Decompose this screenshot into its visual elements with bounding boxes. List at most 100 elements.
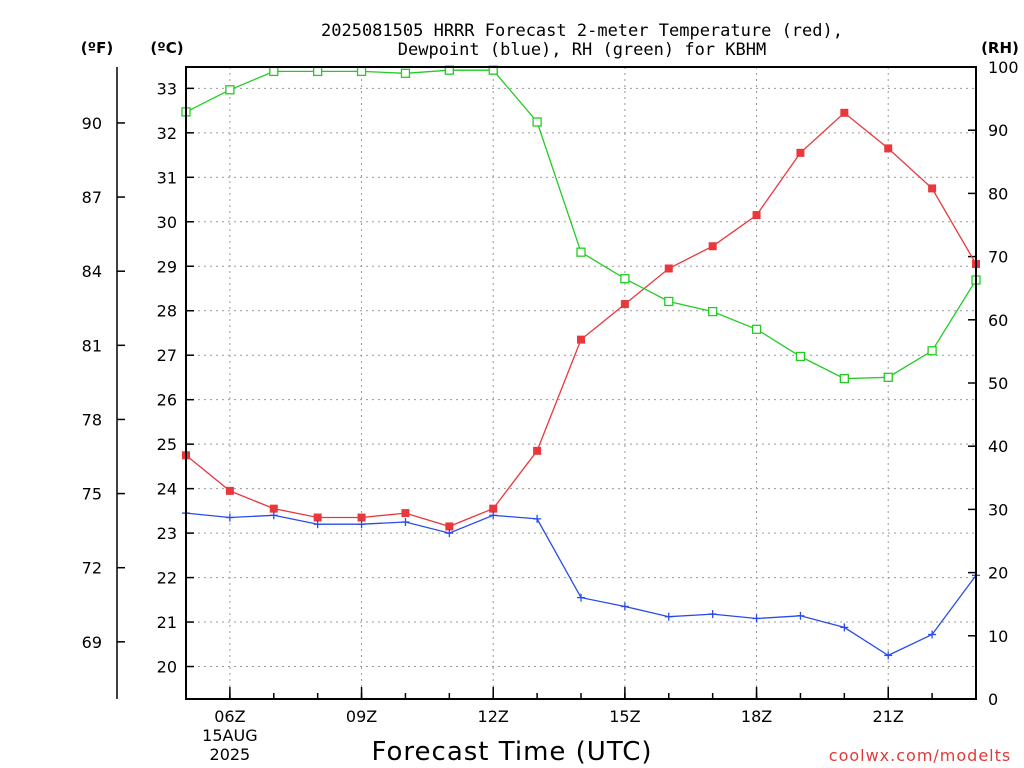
plot-frame (185, 66, 977, 700)
x-axis-title: Forecast Time (UTC) (371, 737, 652, 767)
fahrenheit-axis: 69 72 75 78 81 84 87 90 (82, 67, 125, 699)
rh-point (708, 306, 718, 317)
rh-tick-label: 100 (988, 58, 1019, 77)
dewpoint-point (620, 602, 629, 611)
x-tick-label: 06Z (214, 707, 245, 726)
rh-unit-label: (RH) (981, 39, 1019, 57)
rh-point (927, 346, 937, 356)
fahrenheit-tick-label: 81 (82, 336, 102, 355)
fahrenheit-tick-label: 75 (82, 485, 102, 504)
rh-point (400, 68, 411, 78)
celsius-tick-label: 26 (157, 391, 177, 410)
dewpoint-point (577, 593, 585, 602)
dewpoint-point (313, 520, 322, 529)
temperature-point (445, 522, 454, 531)
temperature-point (708, 242, 717, 251)
celsius-tick-label: 20 (157, 658, 177, 677)
rh-tick-label: 80 (988, 184, 1008, 203)
x-tick-label: 12Z (478, 707, 509, 726)
temperature-point (577, 335, 585, 344)
dewpoint-point (884, 651, 893, 660)
fahrenheit-tick-label: 87 (82, 188, 102, 207)
rh-point (620, 274, 630, 284)
celsius-tick-label: 31 (157, 168, 177, 187)
celsius-tick-label: 25 (157, 435, 177, 454)
temperature-point (884, 144, 893, 153)
dewpoint-point (928, 630, 937, 639)
fahrenheit-tick-label: 84 (82, 262, 102, 281)
celsius-tick-label: 32 (157, 124, 177, 143)
rh-point (532, 117, 542, 127)
dewpoint-line (185, 512, 977, 657)
temperature-point (357, 513, 366, 522)
dewpoint-point (489, 511, 498, 520)
celsius-tick-label: 33 (157, 79, 177, 98)
rh-point (225, 85, 235, 95)
rh-tick-label: 90 (988, 121, 1008, 140)
rh-point (839, 373, 849, 384)
temperature-point (664, 264, 673, 273)
fahrenheit-unit-label: (ºF) (81, 39, 113, 57)
celsius-tick-label: 28 (157, 302, 177, 321)
dewpoint-point (533, 514, 542, 523)
celsius-unit-label: (ºC) (150, 39, 183, 57)
celsius-tick-label: 22 (157, 569, 177, 588)
rh-point (664, 296, 674, 307)
temperature-point (313, 513, 322, 522)
temperature-point (928, 184, 937, 193)
celsius-tick-label: 27 (157, 346, 177, 365)
temperature-point (840, 108, 849, 117)
x-tick-label: 18Z (741, 707, 772, 726)
fahrenheit-tick-label: 69 (82, 633, 102, 652)
celsius-tick-label: 30 (157, 213, 177, 232)
dewpoint-point (225, 513, 234, 522)
dewpoint-point (840, 623, 849, 632)
temperature-line (185, 111, 977, 528)
x-tick-year: 2025 (210, 745, 251, 764)
x-tick-label: 21Z (873, 707, 904, 726)
fahrenheit-tick-label: 78 (82, 410, 102, 429)
temperature-point (489, 504, 498, 513)
dewpoint-point (401, 517, 410, 526)
fahrenheit-tick-label: 72 (82, 559, 102, 578)
celsius-tick-label: 23 (157, 524, 177, 543)
rh-point (883, 372, 893, 382)
rh-tick-label: 50 (988, 374, 1008, 393)
rh-tick-label: 0 (988, 690, 998, 709)
rh-line (185, 69, 977, 380)
temperature-point (225, 486, 234, 495)
celsius-tick-label: 21 (157, 613, 177, 632)
x-tick-label: 15Z (609, 707, 640, 726)
rh-tick-label: 10 (988, 627, 1008, 646)
dewpoint-point (752, 614, 761, 623)
rh-tick-label: 40 (988, 437, 1008, 456)
plot-series (181, 65, 981, 660)
x-tick-date: 15AUG (202, 726, 257, 745)
dewpoint-point (708, 610, 717, 619)
temperature-point (533, 446, 542, 455)
dewpoint-point (269, 511, 278, 520)
temperature-point (401, 509, 410, 518)
rh-tick-label: 70 (988, 248, 1008, 267)
rh-tick-label: 60 (988, 311, 1008, 330)
rh-point (269, 66, 279, 77)
dewpoint-point (445, 529, 454, 538)
rh-point (795, 351, 806, 362)
rh-axis: 0 10 20 30 40 50 60 70 80 90 100 (968, 58, 1019, 709)
rh-point (751, 324, 762, 334)
rh-tick-label: 30 (988, 500, 1008, 519)
dewpoint-point (357, 520, 366, 529)
fahrenheit-tick-label: 90 (82, 114, 102, 133)
rh-point (356, 66, 367, 77)
temperature-point (752, 211, 761, 220)
x-tick-label: 09Z (346, 707, 377, 726)
celsius-axis: 20 21 22 23 24 25 26 27 28 29 30 31 32 33 (157, 79, 194, 677)
dewpoint-point (796, 611, 805, 620)
gridlines (186, 67, 976, 699)
temperature-point (269, 504, 278, 513)
rh-tick-label: 20 (988, 564, 1008, 583)
celsius-tick-label: 29 (157, 257, 177, 276)
credit-text: coolwx.com/modelts (829, 746, 1011, 765)
